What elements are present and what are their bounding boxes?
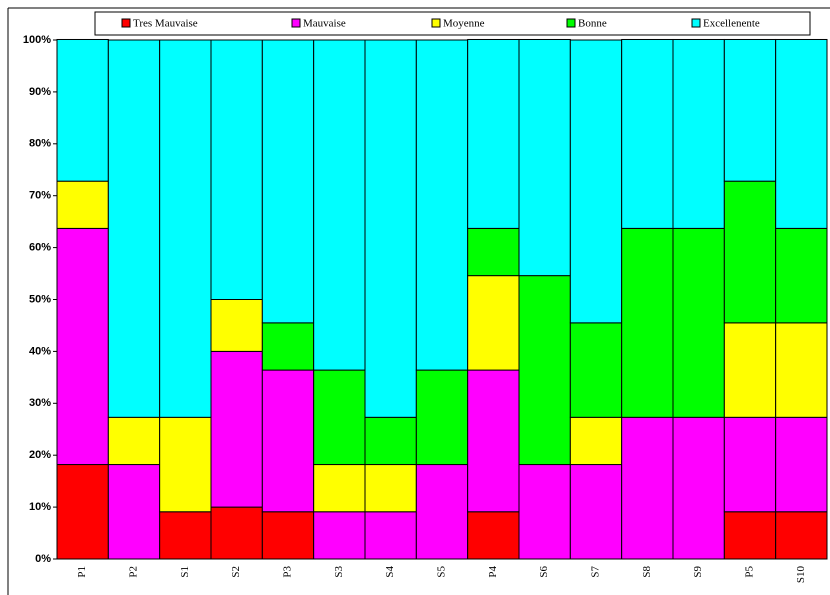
y-tick-label: 100% <box>23 34 51 46</box>
x-tick-label: P4 <box>487 566 499 578</box>
bar-segment <box>467 38 520 229</box>
bar-segment <box>56 180 109 229</box>
x-tick-label: P3 <box>282 566 294 578</box>
bar-segment <box>569 464 623 560</box>
bar-segment <box>210 506 263 560</box>
legend-swatch <box>566 18 576 28</box>
bar-segment <box>467 227 520 277</box>
x-tick-label: S9 <box>692 566 704 578</box>
bar-segment <box>775 322 828 418</box>
x-tick-label: P5 <box>744 566 756 578</box>
bar-segment <box>210 350 263 508</box>
bar-segment <box>775 227 828 324</box>
bar-segment <box>415 369 469 466</box>
legend-label: Tres Mauvaise <box>133 18 198 30</box>
bar-segment <box>107 416 161 466</box>
bar-segment <box>159 39 212 418</box>
bar-segment <box>107 39 161 418</box>
bar-segment <box>159 416 212 513</box>
bar-segment <box>56 227 109 466</box>
legend-box <box>94 11 811 36</box>
bar-segment <box>364 464 417 513</box>
bar-segment <box>210 39 263 300</box>
y-tick-label: 90% <box>29 86 51 98</box>
bar-segment <box>415 464 469 560</box>
bar-segment <box>723 180 777 324</box>
bar-segment <box>569 416 623 466</box>
bar-segment <box>672 227 725 418</box>
bar-segment <box>569 39 623 324</box>
legend-swatch <box>691 18 701 28</box>
legend-label: Bonne <box>578 18 607 30</box>
y-tick-label: 20% <box>29 449 51 461</box>
bar-segment <box>672 38 725 229</box>
x-tick-label: S10 <box>795 566 807 584</box>
bar-segment <box>467 275 520 371</box>
legend-swatch <box>431 18 441 28</box>
x-tick-label: P1 <box>76 566 88 578</box>
x-tick-label: S3 <box>333 566 345 578</box>
bar-segment <box>569 322 623 418</box>
bar-segment <box>723 416 777 513</box>
bar-segment <box>261 511 315 560</box>
x-tick-label: S5 <box>436 566 448 578</box>
y-tick-label: 70% <box>29 190 51 202</box>
bar-segment <box>364 416 417 466</box>
bar-segment <box>775 38 828 229</box>
x-tick-label: S1 <box>179 566 191 578</box>
y-tick-label: 0% <box>35 553 51 565</box>
bar-segment <box>261 322 315 371</box>
bar-segment <box>364 511 417 560</box>
y-tick-label: 10% <box>29 501 51 513</box>
bar-segment <box>518 38 571 277</box>
bar-segment <box>723 38 777 182</box>
y-tick-label: 60% <box>29 242 51 254</box>
bar-segment <box>107 464 161 560</box>
bar-segment <box>467 369 520 513</box>
bar-segment <box>518 275 571 466</box>
x-tick-label: S7 <box>590 566 602 578</box>
y-tick-label: 50% <box>29 293 51 305</box>
bar-segment <box>261 369 315 513</box>
bar-segment <box>723 511 777 560</box>
bar-segment <box>723 322 777 418</box>
bar-segment <box>364 39 417 418</box>
legend-swatch <box>121 18 131 28</box>
x-tick-label: S4 <box>384 566 396 578</box>
bar-segment <box>313 39 366 371</box>
bar-segment <box>56 464 109 560</box>
x-tick-label: S2 <box>230 566 242 578</box>
bar-segment <box>313 464 366 513</box>
bar-segment <box>621 38 674 229</box>
bar-segment <box>261 39 315 324</box>
bar-segment <box>775 416 828 513</box>
x-tick-label: P2 <box>128 566 140 578</box>
x-tick-label: S6 <box>538 566 550 578</box>
legend-swatch <box>291 18 301 28</box>
bar-segment <box>775 511 828 560</box>
bar-segment <box>518 464 571 560</box>
legend-label: Mauvaise <box>303 18 346 30</box>
bar-segment <box>56 38 109 182</box>
bar-segment <box>159 511 212 560</box>
bar-segment <box>621 227 674 418</box>
bar-segment <box>672 416 725 560</box>
bar-segment <box>621 416 674 560</box>
y-tick-label: 40% <box>29 345 51 357</box>
legend-label: Moyenne <box>443 18 485 30</box>
y-tick-label: 30% <box>29 397 51 409</box>
y-tick-label: 80% <box>29 138 51 150</box>
bar-segment <box>467 511 520 560</box>
bar-segment <box>313 511 366 560</box>
bar-segment <box>210 299 263 352</box>
bar-segment <box>415 39 469 371</box>
bar-segment <box>313 369 366 466</box>
legend-label: Excellenente <box>703 18 760 30</box>
x-tick-label: S8 <box>641 566 653 578</box>
